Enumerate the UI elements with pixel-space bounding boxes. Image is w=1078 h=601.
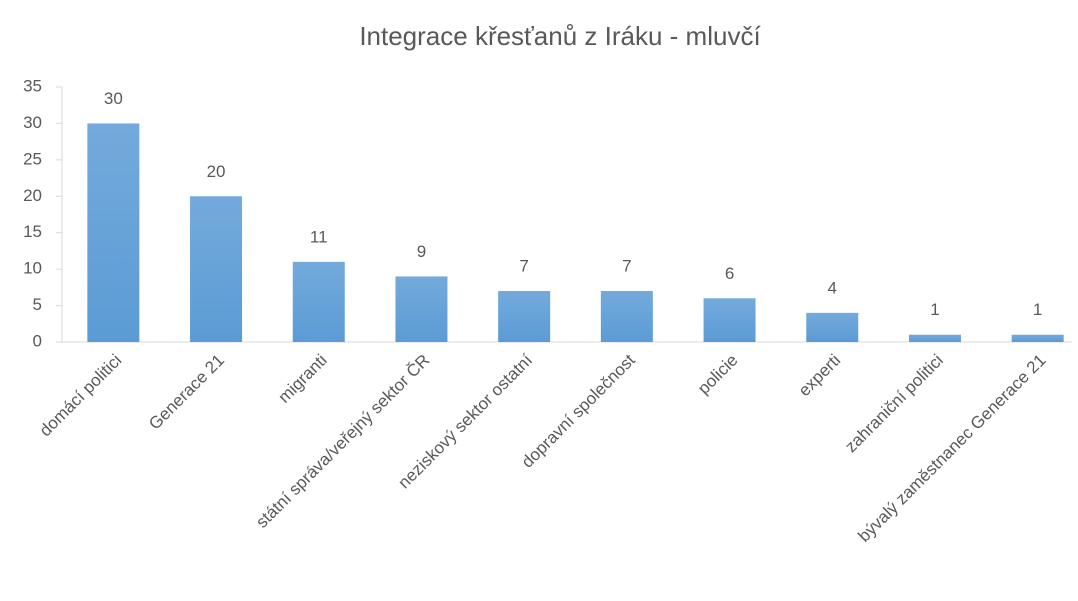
bar — [908, 334, 961, 342]
data-label: 6 — [725, 264, 734, 283]
data-label: 1 — [930, 300, 939, 319]
data-label: 7 — [519, 256, 528, 275]
bar — [292, 261, 345, 342]
bar — [1011, 334, 1064, 342]
data-label: 30 — [104, 89, 123, 108]
bar — [600, 291, 653, 342]
y-tick-label: 10 — [23, 259, 42, 278]
x-tick-label: domácí politici — [36, 351, 126, 441]
y-tick-label: 25 — [23, 149, 42, 168]
bar — [190, 196, 243, 342]
y-tick-label: 35 — [23, 76, 42, 95]
x-tick-label: zahraniční politici — [841, 351, 947, 457]
y-tick-label: 5 — [33, 295, 42, 314]
bar — [498, 291, 551, 342]
chart-title: Integrace křesťanů z Iráku - mluvčí — [359, 21, 761, 51]
x-tick-label: policie — [694, 351, 742, 399]
data-label: 7 — [622, 256, 631, 275]
x-tick-label: dopravní společnost — [518, 350, 639, 471]
x-tick-label: experti — [795, 351, 845, 401]
x-tick-label: migranti — [275, 351, 331, 407]
x-tick-label: státní správa/veřejný sektor ČR — [252, 351, 433, 532]
data-label: 9 — [417, 242, 426, 261]
bar — [395, 276, 448, 342]
bar — [87, 123, 140, 342]
x-tick-label: bývalý zaměstnanec Generace 21 — [854, 351, 1049, 546]
data-label: 20 — [207, 162, 226, 181]
y-tick-label: 15 — [23, 222, 42, 241]
bar — [703, 298, 756, 342]
data-label: 1 — [1033, 300, 1042, 319]
bar — [806, 312, 859, 342]
y-tick-label: 30 — [23, 113, 42, 132]
y-tick-label: 0 — [33, 331, 42, 350]
data-label: 11 — [310, 227, 328, 246]
y-tick-label: 20 — [23, 186, 42, 205]
x-tick-label: Generace 21 — [145, 351, 228, 434]
data-label: 4 — [828, 278, 837, 297]
